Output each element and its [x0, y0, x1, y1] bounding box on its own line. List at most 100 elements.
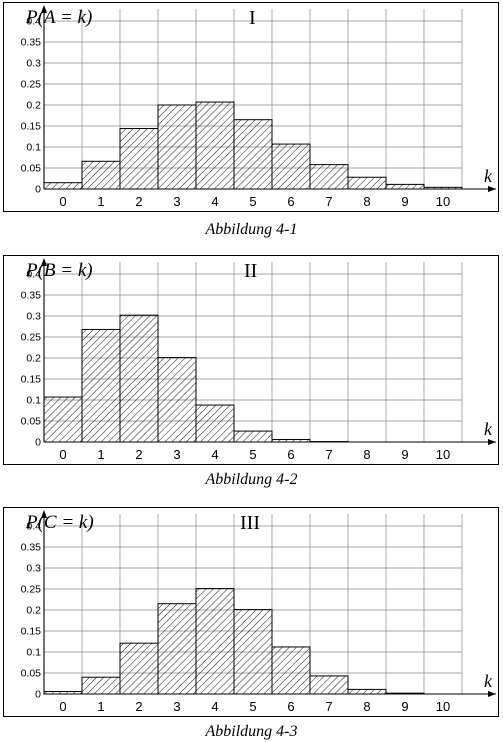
chart-panel-2: 0 0.05 0.1 0.15 0.2 0.25 0.3 0.35 0.4 0 1 2 3 4 5 6 7 8 9 1…: [3, 255, 499, 465]
y-tick-label: 0.25: [21, 584, 42, 596]
bar-k-4: [195, 404, 235, 443]
bar-k-3: [157, 104, 197, 190]
x-tick-label: 0: [59, 699, 66, 714]
y-tick-label: 0.2: [26, 353, 41, 365]
bar-k-7: [309, 675, 349, 695]
x-tick-label: 7: [325, 194, 332, 209]
y-tick-label: 0: [35, 184, 41, 196]
x-tick-label: 8: [363, 194, 370, 209]
x-tick-label: 1: [97, 194, 104, 209]
bar-k-3: [157, 357, 197, 443]
bar-k-5: [233, 609, 273, 695]
y-tick-label: 0.4: [26, 16, 41, 28]
y-tick-label: 0.2: [26, 605, 41, 617]
chart-title: I: [249, 7, 256, 29]
x-tick-label: 9: [401, 447, 408, 462]
bar-k-3: [157, 603, 197, 695]
y-tick-label: 0.4: [26, 521, 41, 533]
y-tick-label: 0.15: [21, 374, 42, 386]
y-tick-label: 0.4: [26, 269, 41, 281]
chart-svg-2: 0 0.05 0.1 0.15 0.2 0.25 0.3 0.35 0.4 0 1 2 3 4 5 6 7 8 9 1…: [21, 258, 496, 462]
y-tick-label: 0.1: [26, 395, 41, 407]
y-tick-label: 0.1: [26, 647, 41, 659]
x-tick-label: 5: [249, 194, 256, 209]
y-axis-arrow: [41, 510, 47, 518]
y-tick-label: 0.05: [21, 163, 42, 175]
y-tick-label: 0.35: [21, 542, 42, 554]
x-tick-label: 3: [173, 447, 180, 462]
y-tick-label: 0.05: [21, 668, 42, 680]
y-tick-label: 0.3: [26, 311, 41, 323]
y-tick-label: 0.25: [21, 332, 42, 344]
chart-svg-3: 0 0.05 0.1 0.15 0.2 0.25 0.3 0.35 0.4 0 1 2 3 4 5 6 7 8 9 1…: [21, 510, 496, 714]
x-axis-label: k: [484, 671, 492, 691]
x-tick-label: 0: [59, 194, 66, 209]
x-tick-label: 4: [211, 194, 218, 209]
chart-title: II: [244, 260, 258, 282]
x-tick-label: 3: [173, 699, 180, 714]
x-tick-label: 8: [363, 447, 370, 462]
bar-k-7: [309, 164, 349, 190]
x-tick-label: 6: [287, 194, 294, 209]
bar-k-9: [385, 183, 425, 190]
y-tick-label: 0.2: [26, 100, 41, 112]
y-tick-label: 0.25: [21, 79, 42, 91]
figure-caption: Abbildung 4-1: [205, 221, 298, 238]
y-tick-label: 0.35: [21, 290, 42, 302]
bar-k-6: [271, 646, 311, 695]
y-tick-label: 0.3: [26, 563, 41, 575]
x-tick-label: 6: [287, 699, 294, 714]
y-tick-label: 0.3: [26, 58, 41, 70]
y-tick-label: 0: [35, 689, 41, 701]
y-tick-label: 0.1: [26, 142, 41, 154]
bar-k-1: [81, 676, 121, 695]
bar-k-6: [271, 143, 311, 190]
x-tick-label: 5: [249, 699, 256, 714]
y-tick-label: 0.35: [21, 37, 42, 49]
x-tick-label: 10: [436, 194, 450, 209]
x-tick-label: 1: [97, 699, 104, 714]
bar-k-8: [347, 176, 387, 190]
figure-caption: Abbildung 4-3: [205, 723, 298, 740]
x-tick-label: 5: [249, 447, 256, 462]
x-tick-label: 0: [59, 447, 66, 462]
x-tick-label: 2: [135, 699, 142, 714]
y-axis-arrow: [41, 5, 47, 13]
x-axis-label: k: [484, 166, 492, 186]
x-tick-label: 9: [401, 699, 408, 714]
x-tick-label: 4: [211, 699, 218, 714]
x-axis-arrow: [488, 439, 496, 445]
bar-k-0: [43, 396, 83, 443]
x-axis-arrow: [488, 691, 496, 697]
x-tick-label: 2: [135, 447, 142, 462]
x-tick-label: 10: [436, 699, 450, 714]
x-tick-label: 2: [135, 194, 142, 209]
x-axis-label: k: [484, 419, 492, 439]
bar-k-5: [233, 430, 273, 443]
chart-title: III: [240, 512, 260, 534]
x-tick-label: 9: [401, 194, 408, 209]
y-tick-label: 0: [35, 437, 41, 449]
bar-k-2: [119, 314, 159, 443]
chart-panel-3: 0 0.05 0.1 0.15 0.2 0.25 0.3 0.35 0.4 0 1 2 3 4 5 6 7 8 9 1…: [3, 507, 499, 717]
figure-caption: Abbildung 4-2: [205, 471, 298, 488]
chart-svg-1: 0 0.05 0.1 0.15 0.2 0.25 0.3 0.35 0.4 0 1 2 3 4 5 6 7 8 9 1…: [21, 5, 496, 209]
x-tick-label: 8: [363, 699, 370, 714]
chart-panel-1: 0 0.05 0.1 0.15 0.2 0.25 0.3 0.35 0.4 0 1 2 3 4 5 6 7 8 9 1…: [3, 2, 499, 212]
x-axis-arrow: [488, 186, 496, 192]
y-axis-label: P(C = k): [26, 512, 94, 533]
y-tick-label: 0.05: [21, 416, 42, 428]
x-tick-label: 3: [173, 194, 180, 209]
x-tick-label: 6: [287, 447, 294, 462]
y-axis-label: P(B = k): [26, 260, 93, 281]
x-tick-label: 10: [436, 447, 450, 462]
y-axis-arrow: [41, 258, 47, 266]
bar-k-8: [347, 688, 387, 695]
x-tick-label: 7: [325, 699, 332, 714]
x-tick-label: 7: [325, 447, 332, 462]
y-axis-label: P(A = k): [26, 7, 93, 28]
bar-k-2: [119, 128, 159, 190]
bar-k-4: [195, 588, 235, 695]
bar-k-5: [233, 119, 273, 190]
x-tick-label: 1: [97, 447, 104, 462]
